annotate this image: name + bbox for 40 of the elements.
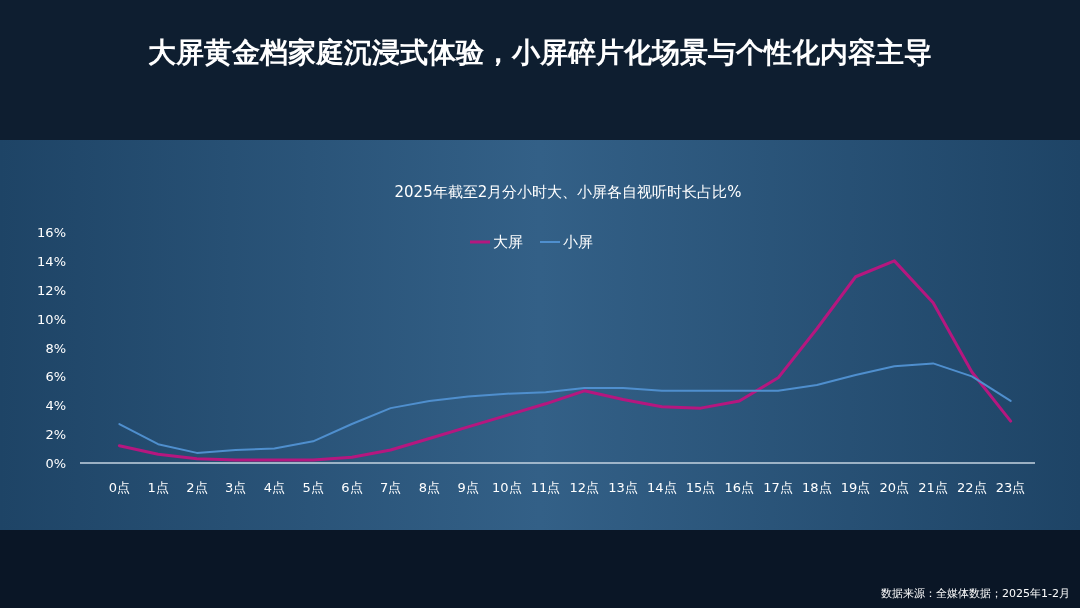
x-tick-label: 4点 — [263, 480, 286, 495]
line-series — [117, 259, 1013, 462]
x-tick-label: 14点 — [647, 480, 677, 495]
x-tick-label: 20点 — [879, 480, 910, 495]
x-tick-label: 22点 — [957, 480, 987, 495]
x-tick-label: 5点 — [302, 480, 324, 495]
line-series — [118, 362, 1012, 454]
x-tick-label: 16点 — [724, 480, 755, 495]
x-tick-label: 15点 — [685, 480, 716, 495]
x-tick-label: 2点 — [186, 480, 208, 495]
source-note: 数据来源：全媒体数据；2025年1-2月 — [881, 587, 1070, 600]
x-tick-label: 0点 — [108, 480, 131, 495]
x-tick-label: 21点 — [918, 480, 948, 495]
y-tick-label: 0% — [45, 456, 66, 471]
legend-label: 大屏 — [493, 233, 523, 251]
y-tick-label: 8% — [45, 340, 66, 356]
legend-label: 小屏 — [563, 233, 593, 251]
x-tick-label: 6点 — [341, 480, 363, 495]
y-tick-label: 2% — [45, 427, 66, 443]
x-tick-label: 3点 — [224, 480, 247, 495]
y-tick-label: 6% — [45, 369, 66, 385]
x-tick-label: 23点 — [995, 480, 1026, 495]
x-tick-label: 19点 — [840, 480, 871, 495]
x-tick-label: 10点 — [492, 480, 522, 495]
x-tick-label: 7点 — [379, 480, 402, 495]
chart-subtitle: 2025年截至2月分小时大、小屏各自视听时长占比% — [394, 183, 742, 201]
x-tick-label: 17点 — [763, 480, 793, 495]
y-tick-label: 14% — [37, 253, 66, 269]
x-tick-label: 12点 — [569, 480, 600, 495]
x-tick-label: 11点 — [530, 480, 561, 495]
x-tick-label: 13点 — [608, 480, 638, 495]
y-tick-label: 4% — [45, 398, 66, 414]
x-tick-label: 8点 — [418, 480, 441, 495]
chart-title: 大屏黄金档家庭沉浸式体验，小屏碎片化场景与个性化内容主导 — [148, 36, 932, 69]
y-tick-label: 16% — [37, 225, 66, 240]
x-tick-label: 18点 — [802, 480, 832, 495]
x-tick-label: 1点 — [147, 480, 169, 495]
y-tick-label: 12% — [37, 282, 66, 298]
x-tick-label: 9点 — [457, 480, 479, 495]
y-tick-label: 10% — [37, 311, 66, 327]
